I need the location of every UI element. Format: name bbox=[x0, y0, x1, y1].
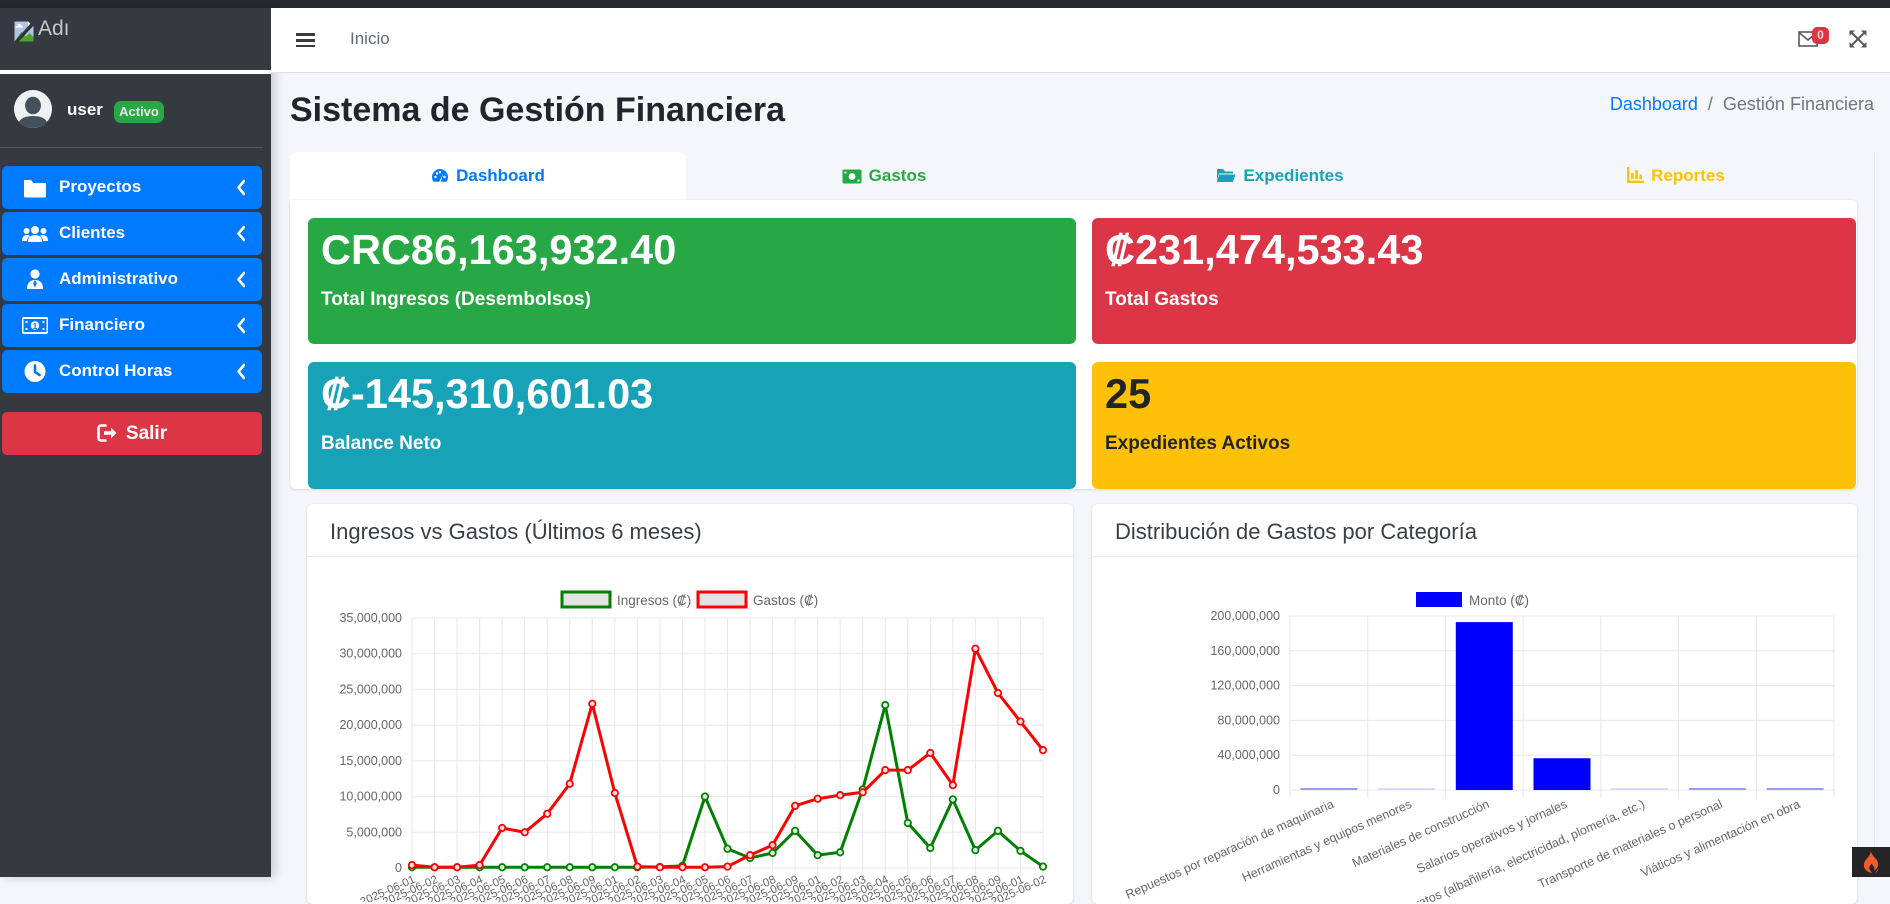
svg-text:15,000,000: 15,000,000 bbox=[339, 754, 402, 768]
svg-text:160,000,000: 160,000,000 bbox=[1210, 644, 1280, 658]
svg-text:30,000,000: 30,000,000 bbox=[339, 647, 402, 661]
svg-text:200,000,000: 200,000,000 bbox=[1210, 609, 1280, 623]
svg-text:Ingresos (₡): Ingresos (₡) bbox=[617, 593, 691, 608]
svg-text:0: 0 bbox=[1273, 783, 1280, 797]
svg-text:25,000,000: 25,000,000 bbox=[339, 682, 402, 696]
svg-text:10,000,000: 10,000,000 bbox=[339, 790, 402, 804]
svg-text:0: 0 bbox=[395, 861, 402, 875]
svg-text:5,000,000: 5,000,000 bbox=[346, 825, 402, 839]
svg-text:120,000,000: 120,000,000 bbox=[1210, 679, 1280, 693]
svg-text:35,000,000: 35,000,000 bbox=[339, 611, 402, 625]
svg-text:Gastos (₡): Gastos (₡) bbox=[753, 593, 818, 608]
svg-text:20,000,000: 20,000,000 bbox=[339, 718, 402, 732]
svg-text:Materiales de construcción: Materiales de construcción bbox=[1350, 797, 1492, 870]
svg-text:80,000,000: 80,000,000 bbox=[1217, 713, 1280, 727]
svg-text:1: 1 bbox=[33, 322, 38, 331]
svg-text:Monto (₡): Monto (₡) bbox=[1469, 593, 1529, 608]
svg-text:40,000,000: 40,000,000 bbox=[1217, 748, 1280, 762]
